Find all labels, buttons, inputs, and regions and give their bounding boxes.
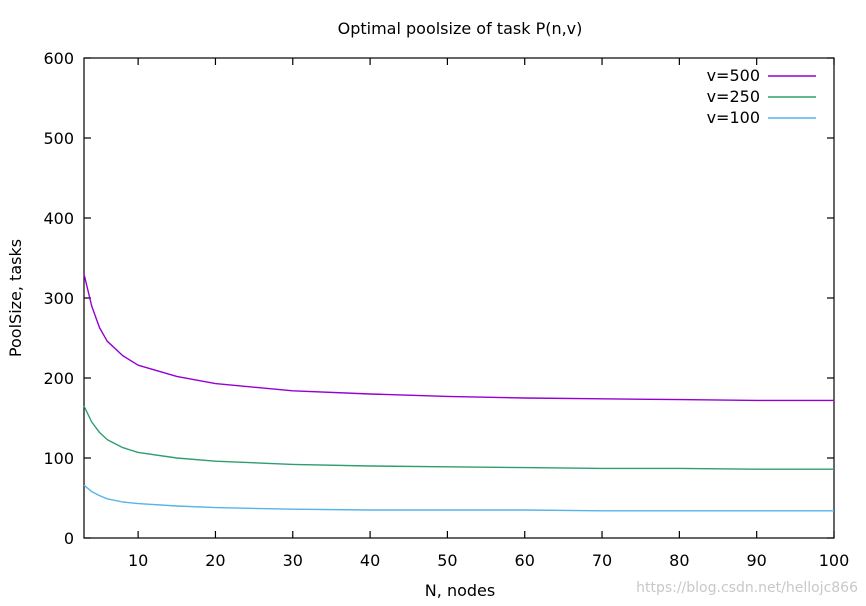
x-axis-title: N, nodes [425,581,495,600]
x-tick-label: 90 [747,551,767,570]
y-tick-label: 100 [43,449,74,468]
legend-label: v=500 [707,66,760,85]
x-tick-label: 60 [515,551,535,570]
y-axis-title: PoolSize, tasks [6,239,25,357]
series-layer [83,273,834,512]
series-line-v250 [83,405,834,470]
y-tick-label: 500 [43,129,74,148]
x-tick-label: 10 [128,551,148,570]
plot-border [83,57,835,539]
x-tick-label: 70 [592,551,612,570]
x-tick-label: 100 [819,551,850,570]
y-tick-label: 0 [64,529,74,548]
axis-ticks: 0 100 200 300 400 500 600 10 20 30 40 50 60 70 80 90 100 [43,49,849,570]
y-tick-label: 600 [43,49,74,68]
x-tick-label: 50 [437,551,457,570]
y-tick-label: 400 [43,209,74,228]
x-tick-label: 30 [283,551,303,570]
y-tick-label: 300 [43,289,74,308]
legend-label: v=250 [707,87,760,106]
x-tick-label: 20 [205,551,225,570]
legend-label: v=100 [707,108,760,127]
plot-frame [83,57,835,539]
legend: v=500 v=250 v=100 [707,66,816,127]
x-tick-label: 40 [360,551,380,570]
series-line-v500 [83,273,834,402]
series-line-v100 [83,484,834,512]
watermark-text: https://blog.csdn.net/hellojc866 [636,580,858,596]
x-tick-label: 80 [669,551,689,570]
chart-title: Optimal poolsize of task P(n,v) [338,19,583,38]
y-tick-label: 200 [43,369,74,388]
